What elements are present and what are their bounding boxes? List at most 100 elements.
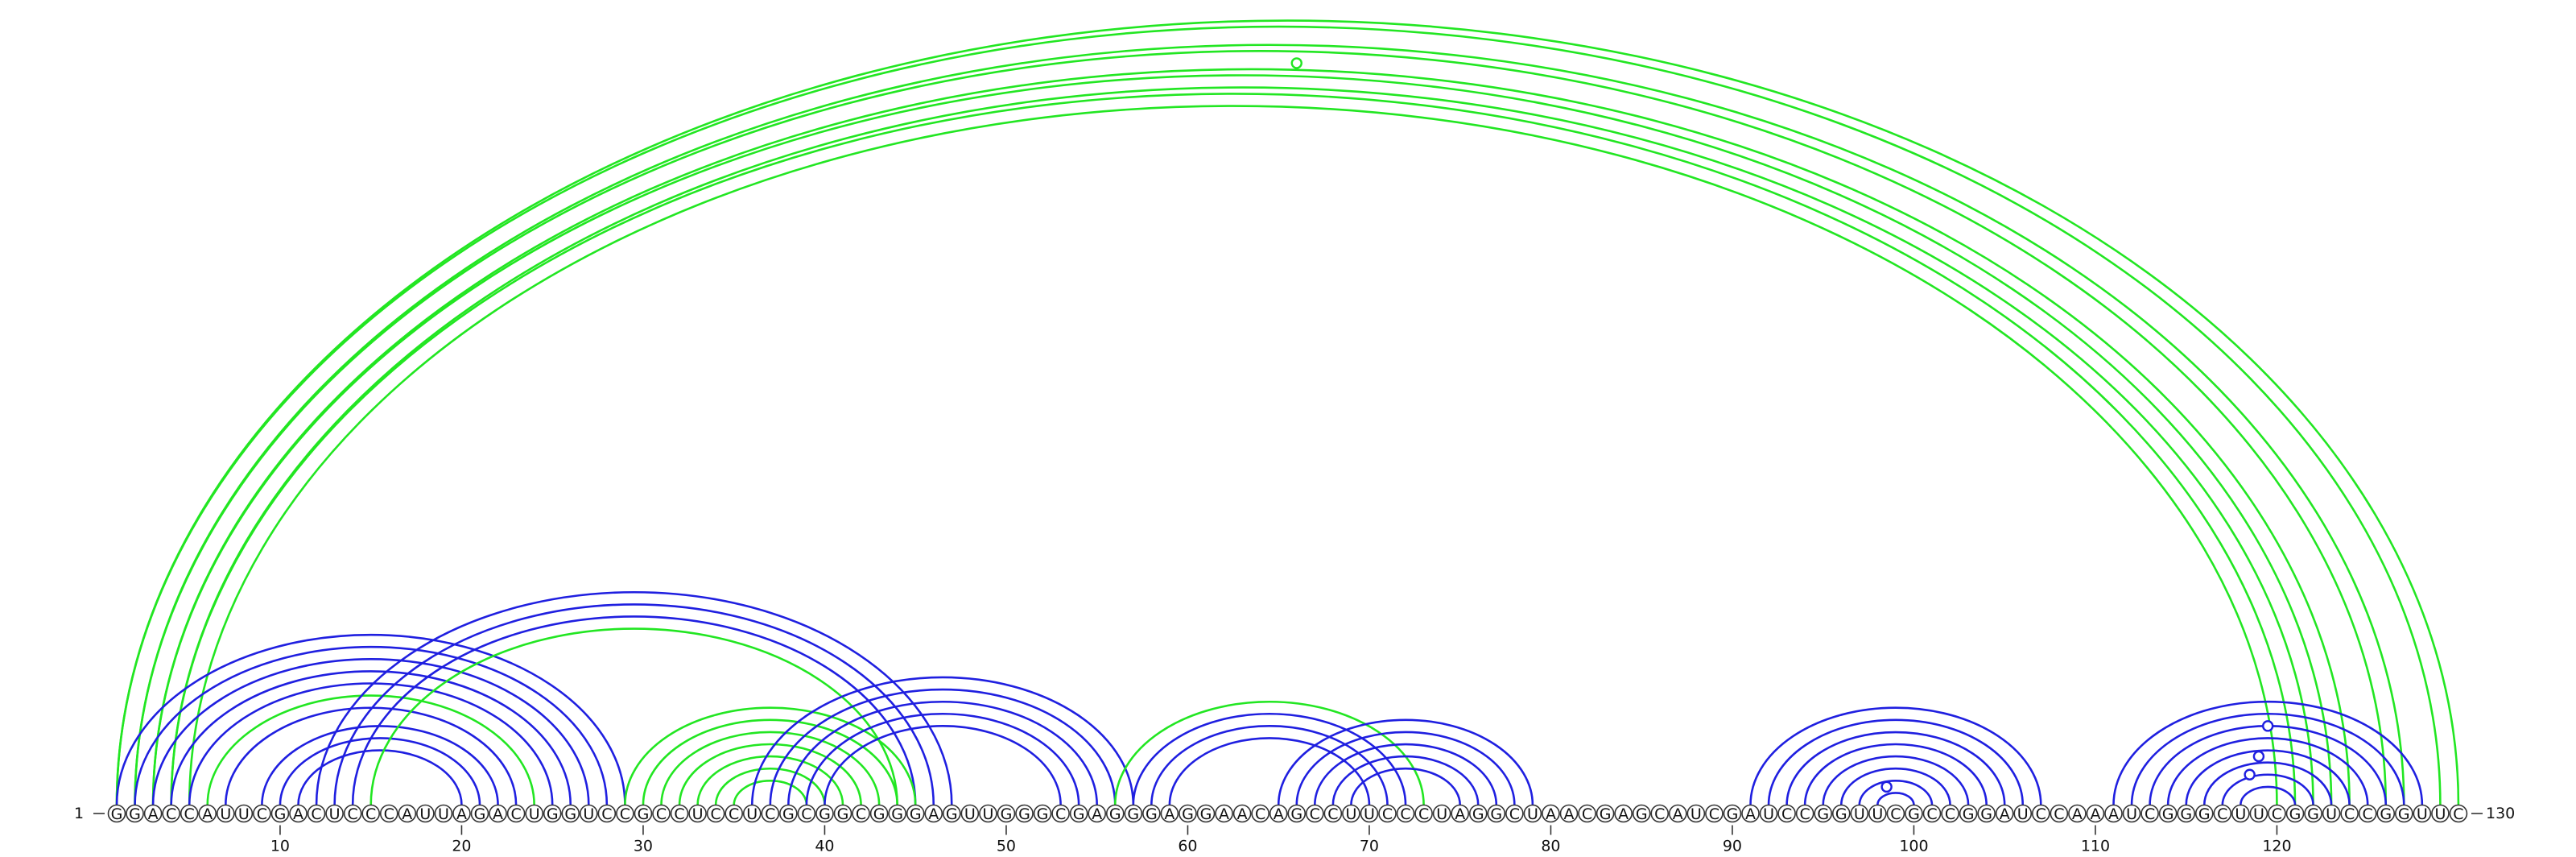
nucleotide-circle <box>1922 804 1942 823</box>
pair-arc-4-26 <box>170 670 572 805</box>
nucleotide-letter: U <box>1345 805 1356 823</box>
pair-arc-40-53 <box>824 725 1062 805</box>
nucleotide-39: C <box>797 804 816 823</box>
nucleotide-letter: A <box>1164 805 1174 823</box>
nucleotide-100: G <box>1905 804 1923 823</box>
nucleotide-letter: G <box>1817 805 1829 823</box>
nucleotide-circle <box>1777 804 1796 823</box>
nucleotide-15: C <box>361 804 381 823</box>
nucleotide-circle <box>270 804 290 823</box>
nucleotide-circle <box>1342 804 1360 823</box>
nucleotide-68: C <box>1323 804 1343 823</box>
nucleotide-letter: G <box>782 805 795 823</box>
nucleotide-90: G <box>1723 804 1742 823</box>
pair-arc-57-72 <box>1132 712 1407 805</box>
nucleotide-letter: A <box>928 805 939 823</box>
pair-arc-69-75 <box>1350 767 1461 805</box>
nucleotide-77: G <box>1487 804 1506 823</box>
nucleotide-circle <box>126 804 144 823</box>
pair-arc-39-54 <box>805 712 1080 805</box>
tick-label-70: 70 <box>1360 838 1379 855</box>
nucleotide-124: C <box>2340 804 2359 823</box>
pair-arc-5-25 <box>188 682 554 805</box>
nucleotide-letter: G <box>2162 805 2174 823</box>
tick-label-80: 80 <box>1541 838 1560 855</box>
nucleotide-65: A <box>1269 804 1288 823</box>
nucleotide-110: A <box>2086 804 2105 823</box>
ticks-layer: 10 20 30 40 50 60 70 80 90 100 110 120 <box>270 825 2292 855</box>
nucleotide-circle <box>2013 804 2033 823</box>
tick-label-30: 30 <box>634 838 653 855</box>
pair-arc-9-22 <box>261 725 499 805</box>
nucleotide-59: A <box>1160 804 1179 823</box>
nucleotide-53: C <box>1051 804 1070 823</box>
nucleotide-circle <box>1995 804 2014 823</box>
nucleotide-circle <box>888 804 906 823</box>
nucleotide-letter: G <box>1835 805 1847 823</box>
nucleotide-40: G <box>815 804 834 823</box>
nucleotide-circle <box>1269 804 1288 823</box>
nucleotide-9: C <box>253 804 271 823</box>
nucleotide-17: A <box>398 804 417 823</box>
nucleotide-82: C <box>1578 804 1596 823</box>
nucleotide-letter: C <box>1926 805 1937 823</box>
nucleotide-letter: G <box>1908 805 1920 823</box>
tick-label-90: 90 <box>1723 838 1742 855</box>
nucleotide-circle <box>107 804 126 823</box>
nucleotide-62: A <box>1215 804 1233 823</box>
pair-arc-68-76 <box>1331 755 1480 805</box>
nucleotide-67: C <box>1306 804 1324 823</box>
nucleotide-circle <box>361 804 381 823</box>
nucleotide-letter: U <box>1364 805 1375 823</box>
pair-arc-30-44 <box>642 718 898 805</box>
tick-label-120: 120 <box>2262 838 2291 855</box>
nucleotide-80: A <box>1542 804 1560 823</box>
nucleotide-111: A <box>2104 804 2123 823</box>
pair-arc-38-55 <box>787 700 1098 805</box>
backbone-layer: 1 130 <box>74 805 2515 822</box>
nucleotide-14: C <box>343 804 362 823</box>
pair-arc-4-122 <box>170 86 2314 805</box>
pair-arc-91-107 <box>1749 706 2042 805</box>
nucleotide-letter: G <box>2289 805 2301 823</box>
nucleotide-letter: C <box>1654 805 1665 823</box>
nucleotide-letter: A <box>2072 805 2083 823</box>
nucleotide-letter: A <box>293 805 303 823</box>
nucleotide-letter: U <box>982 805 993 823</box>
nucleotide-119: U <box>2249 804 2268 823</box>
nucleotide-letter: G <box>1037 805 1049 823</box>
pair-arc-96-102 <box>1839 767 1951 805</box>
pair-arc-11-20 <box>297 749 463 805</box>
nucleotide-letter: A <box>1546 805 1556 823</box>
nucleotide-circle <box>1105 804 1125 823</box>
nucleotide-91: A <box>1741 804 1760 823</box>
nucleotide-circle <box>2086 804 2105 823</box>
nucleotide-13: U <box>325 804 344 823</box>
nucleotide-circle <box>2249 804 2268 823</box>
nucleotide-circle <box>379 804 398 823</box>
nucleotide-circle <box>779 804 798 823</box>
nucleotide-44: G <box>888 804 906 823</box>
nucleotide-letter: U <box>964 805 976 823</box>
nucleotide-circle <box>2068 804 2087 823</box>
nucleotide-46: A <box>924 804 943 823</box>
nucleotide-circle <box>652 804 671 823</box>
nucleotide-letter: A <box>1455 805 1465 823</box>
nucleotide-letter: U <box>2126 805 2137 823</box>
nucleotide-circle <box>1831 804 1851 823</box>
pair-arc-93-105 <box>1785 731 2006 805</box>
nucleotide-1: G <box>107 804 126 823</box>
nucleotide-letter: G <box>2180 805 2192 823</box>
nucleotide-letter: U <box>329 805 341 823</box>
pair-arc-115-124 <box>2185 749 2351 805</box>
nucleotide-63: A <box>1232 804 1252 823</box>
tick-label-10: 10 <box>270 838 290 855</box>
nucleotide-circle <box>1814 804 1832 823</box>
nucleotide-letter: G <box>1109 805 1121 823</box>
nucleotide-circle <box>2395 804 2413 823</box>
nucleotide-circle <box>670 804 689 823</box>
nucleotide-circle <box>1886 804 1905 823</box>
nucleotide-letter: G <box>1073 805 1085 823</box>
nucleotide-letter: G <box>1001 805 1013 823</box>
